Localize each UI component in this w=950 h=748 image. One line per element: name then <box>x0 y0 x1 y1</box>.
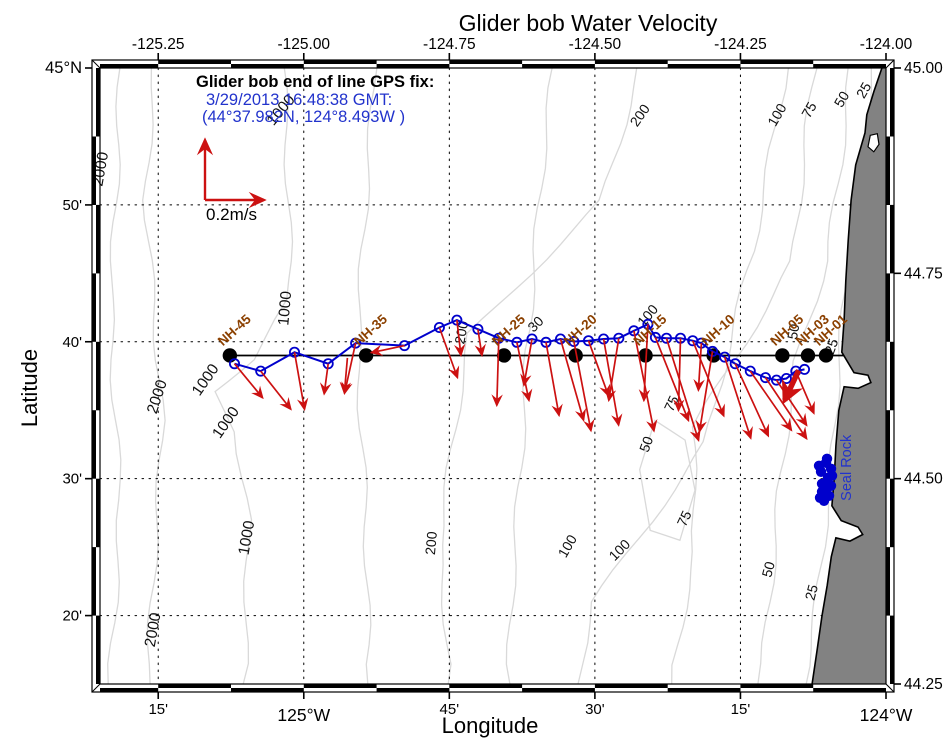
svg-text:75: 75 <box>798 99 820 121</box>
glider-track-line <box>234 319 805 382</box>
svg-text:200: 200 <box>451 319 471 345</box>
svg-text:30': 30' <box>62 471 82 488</box>
svg-text:124°W: 124°W <box>860 705 913 725</box>
svg-text:2000: 2000 <box>142 611 165 648</box>
svg-text:50': 50' <box>62 197 82 214</box>
svg-text:-125.25: -125.25 <box>132 36 185 53</box>
svg-text:-124.50: -124.50 <box>569 36 622 53</box>
svg-text:30': 30' <box>585 701 605 718</box>
svg-text:-125.00: -125.00 <box>277 36 330 53</box>
final-velocity-vector <box>782 369 803 405</box>
plot-title: Glider bob Water Velocity <box>458 10 718 36</box>
axis-frame <box>85 53 901 699</box>
seal-rock-marker <box>813 453 838 506</box>
svg-text:125°W: 125°W <box>277 705 330 725</box>
svg-text:44.50: 44.50 <box>904 471 943 488</box>
coastline <box>811 67 883 685</box>
velocity-vectors <box>233 320 815 443</box>
svg-text:25: 25 <box>802 583 822 602</box>
svg-text:50: 50 <box>636 434 656 454</box>
svg-text:200: 200 <box>422 531 440 556</box>
svg-text:50: 50 <box>831 88 853 110</box>
gps-fix-position: (44°37.982N, 124°8.493W ) <box>202 108 406 126</box>
seal-rock-label: Seal Rock <box>839 434 855 501</box>
x-axis-title: Longitude <box>441 713 539 738</box>
svg-text:50: 50 <box>784 322 802 340</box>
gps-fix-heading: Glider bob end of line GPS fix: <box>196 73 435 91</box>
svg-text:75: 75 <box>674 508 695 529</box>
velocity-scale-arrows <box>196 137 267 209</box>
svg-text:25: 25 <box>853 79 875 101</box>
svg-text:-124.00: -124.00 <box>860 36 913 53</box>
bay-inlet <box>867 132 880 153</box>
svg-text:15': 15' <box>731 701 751 718</box>
svg-text:15': 15' <box>148 701 168 718</box>
svg-text:20': 20' <box>62 608 82 625</box>
bathymetry-contours <box>107 68 873 684</box>
svg-text:1000: 1000 <box>275 290 295 326</box>
svg-text:45°N: 45°N <box>45 59 82 77</box>
svg-text:44.75: 44.75 <box>904 265 943 282</box>
svg-text:-124.25: -124.25 <box>714 36 767 53</box>
svg-text:45': 45' <box>440 701 460 718</box>
svg-text:1000: 1000 <box>236 519 259 556</box>
svg-text:45.00: 45.00 <box>904 60 943 77</box>
y-axis-title: Latitude <box>17 348 42 428</box>
land-mass <box>811 67 886 685</box>
tick-labels: -125.25 -125.00 -124.75 -124.50 -124.25 -124.… <box>45 36 943 725</box>
svg-text:50: 50 <box>758 560 778 579</box>
svg-text:44.25: 44.25 <box>904 676 943 693</box>
svg-text:40': 40' <box>62 334 82 351</box>
svg-text:-124.75: -124.75 <box>423 36 476 53</box>
gps-fix-datetime: 3/29/2013 16:48:38 GMT: <box>206 91 393 109</box>
velocity-scale-label: 0.2m/s <box>206 205 258 224</box>
